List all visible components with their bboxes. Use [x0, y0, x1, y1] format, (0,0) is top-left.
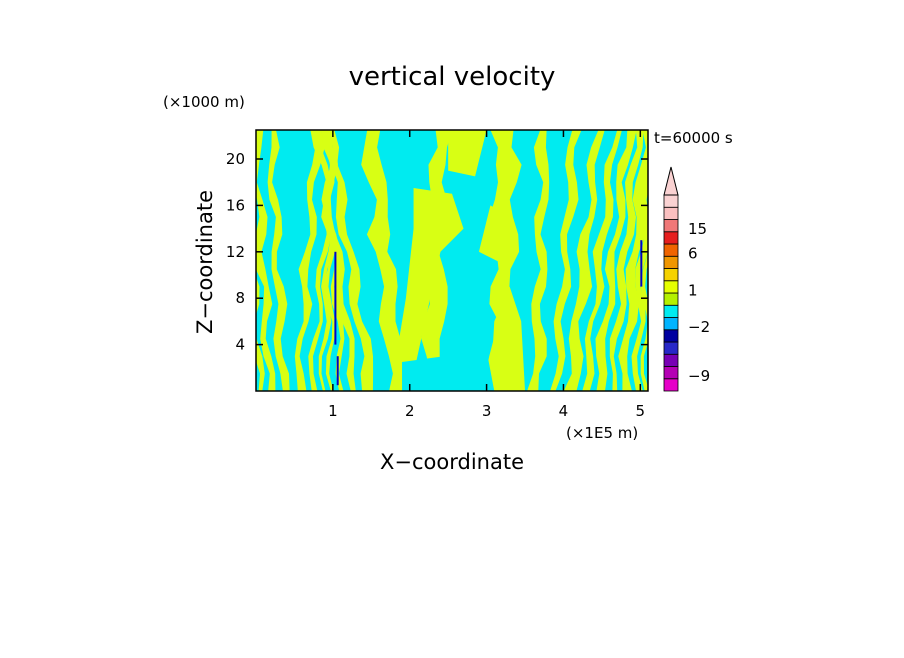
plot-frame	[255, 129, 649, 392]
positive-band	[640, 130, 648, 391]
colorbar: 15 6 1 −2 −9	[663, 166, 710, 392]
x-tick-label: 4	[559, 402, 569, 420]
x-tick-label: 2	[405, 402, 415, 420]
colorbar-label: 6	[688, 245, 698, 263]
colorbar-label: −9	[688, 367, 710, 385]
colorbar-swatch	[663, 317, 679, 331]
y-axis-title: Z−coordinate	[193, 190, 217, 334]
x-axis: 1 2 3 4 5	[328, 130, 645, 420]
positive-band	[550, 130, 582, 391]
x-tick-label: 5	[636, 402, 646, 420]
positive-band	[310, 130, 356, 391]
positive-band	[294, 130, 325, 391]
x-tick-label: 1	[328, 402, 338, 420]
positive-band	[321, 130, 345, 391]
chart-title: vertical velocity	[349, 62, 556, 92]
colorbar-swatch	[663, 366, 679, 380]
x-axis-title: X−coordinate	[380, 450, 524, 474]
colorbar-label: 15	[688, 220, 707, 238]
colorbar-swatch	[663, 219, 679, 233]
strong-downdraft	[640, 240, 643, 287]
positive-lobe	[490, 286, 526, 391]
positive-lobe	[478, 205, 510, 264]
colorbar-swatch	[663, 292, 679, 306]
positive-band	[361, 130, 408, 391]
strong-downdraft	[336, 356, 339, 386]
y-tick-label: 8	[235, 289, 245, 307]
positive-band	[256, 130, 276, 391]
y-unit-label: (×1000 m)	[163, 93, 245, 111]
colorbar-swatch	[663, 304, 679, 318]
colorbar-label: 1	[688, 281, 698, 299]
strong-downdraft	[334, 251, 337, 345]
colorbar-swatch	[663, 194, 679, 208]
positive-band	[267, 130, 290, 391]
colorbar-swatch	[663, 255, 679, 269]
y-tick-label: 16	[226, 196, 245, 214]
y-tick-label: 4	[235, 336, 245, 354]
y-tick-label: 20	[226, 150, 245, 168]
velocity-field	[256, 130, 648, 391]
colorbar-swatch	[663, 280, 679, 294]
negative-pocket	[402, 350, 495, 391]
y-axis: 4 8 12 16 20	[226, 150, 648, 354]
colorbar-swatch	[663, 231, 679, 245]
positive-lobe	[448, 130, 487, 177]
colorbar-swatch	[663, 243, 679, 257]
positive-band	[527, 130, 550, 391]
x-unit-label: (×1E5 m)	[566, 424, 638, 442]
colorbar-swatch	[663, 206, 679, 220]
colorbar-swatch	[663, 353, 679, 367]
positive-band	[609, 130, 644, 391]
colorbar-swatch	[663, 329, 679, 343]
positive-lobe	[390, 188, 464, 391]
colorbar-swatch	[663, 268, 679, 282]
positive-band	[582, 130, 622, 391]
colorbar-swatch	[663, 378, 679, 392]
colorbar-extend-arrow	[663, 166, 679, 196]
positive-bands	[256, 130, 648, 391]
colorbar-label: −2	[688, 318, 710, 336]
negative-pockets	[334, 240, 643, 391]
time-label: t=60000 s	[654, 129, 733, 147]
positive-band	[563, 130, 605, 391]
x-tick-label: 3	[482, 402, 492, 420]
positive-band	[595, 130, 637, 391]
colorbar-swatch	[663, 341, 679, 355]
positive-band	[308, 130, 340, 391]
positive-band	[322, 130, 374, 391]
y-tick-label: 12	[226, 243, 245, 261]
positive-band	[256, 276, 265, 391]
positive-band	[318, 130, 338, 391]
